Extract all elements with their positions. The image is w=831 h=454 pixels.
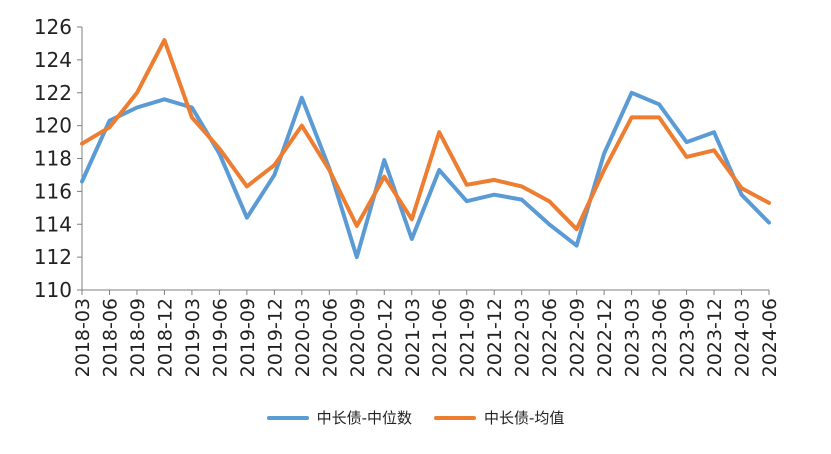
y-tick-label: 124 — [34, 48, 72, 72]
legend-label-median: 中长债-中位数 — [316, 409, 412, 427]
y-tick-label: 122 — [34, 81, 72, 105]
series-line-median — [80, 90, 771, 260]
y-tick-label: 126 — [34, 15, 72, 39]
x-tick-label: 2024-03 — [732, 298, 754, 377]
legend-swatch-mean — [434, 415, 476, 420]
x-tick-label: 2023-12 — [704, 298, 726, 377]
x-tick-label: 2022-03 — [512, 298, 534, 377]
y-axis-ticks: 110 112 114 116 118 120 122 124 126 — [34, 15, 82, 302]
x-tick-label: 2021-12 — [484, 298, 506, 377]
y-tick-label: 112 — [34, 245, 72, 269]
x-axis-ticks: 2018-03 2018-06 2018-09 2018-12 2019-03 2019-… — [72, 290, 781, 377]
legend-swatch-median — [266, 415, 309, 420]
y-tick-label: 120 — [34, 114, 72, 138]
x-tick-label: 2018-03 — [72, 298, 94, 377]
x-tick-label: 2021-09 — [457, 298, 479, 377]
x-tick-label: 2020-03 — [292, 298, 314, 377]
y-tick-label: 114 — [34, 212, 72, 236]
x-tick-label: 2023-03 — [622, 298, 644, 377]
legend: 中长债-中位数 中长债-均值 — [0, 407, 831, 428]
legend-item-mean: 中长债-均值 — [434, 407, 564, 428]
legend-label-mean: 中长债-均值 — [484, 409, 565, 427]
x-tick-label: 2018-12 — [154, 298, 176, 377]
x-tick-label: 2019-12 — [264, 298, 286, 377]
x-tick-label: 2022-06 — [539, 298, 561, 377]
x-tick-label: 2018-06 — [99, 298, 121, 377]
x-tick-label: 2019-03 — [182, 298, 204, 377]
x-tick-label: 2020-09 — [347, 298, 369, 377]
x-tick-label: 2018-09 — [127, 298, 149, 377]
x-tick-label: 2019-06 — [209, 298, 231, 377]
x-tick-label: 2020-06 — [319, 298, 341, 377]
series-lines — [80, 38, 771, 260]
x-tick-label: 2021-06 — [429, 298, 451, 377]
x-tick-label: 2022-12 — [594, 298, 616, 377]
x-tick-label: 2020-12 — [374, 298, 396, 377]
x-tick-label: 2022-09 — [567, 298, 589, 377]
x-tick-label: 2023-09 — [677, 298, 699, 377]
x-tick-label: 2021-03 — [402, 298, 424, 377]
y-tick-label: 116 — [34, 179, 72, 203]
y-tick-label: 110 — [34, 278, 72, 302]
y-tick-label: 118 — [34, 147, 72, 171]
series-line-mean — [80, 38, 771, 232]
x-tick-label: 2024-06 — [759, 298, 781, 377]
x-tick-label: 2023-06 — [649, 298, 671, 377]
axes — [81, 27, 769, 291]
x-tick-label: 2019-09 — [237, 298, 259, 377]
legend-item-median: 中长债-中位数 — [266, 407, 412, 428]
